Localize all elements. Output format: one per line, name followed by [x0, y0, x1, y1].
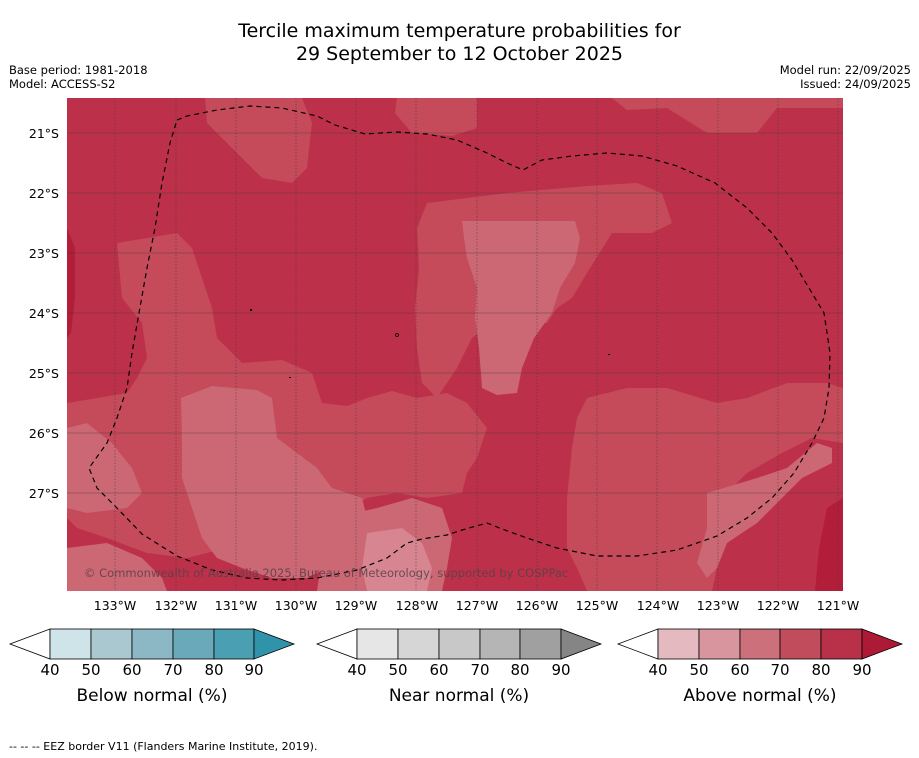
cb-swatch: [49, 628, 92, 660]
island-marker: [608, 354, 610, 355]
cb-tick: 80: [811, 661, 831, 679]
above-60-region: [181, 386, 367, 578]
cb-tick: 50: [81, 661, 101, 679]
issued-text: Issued: 24/09/2025: [800, 77, 911, 91]
cb-swatch: [657, 628, 700, 660]
cb-tick: 80: [510, 661, 530, 679]
above-60-region: [697, 443, 832, 578]
cb-tick: 60: [730, 661, 750, 679]
base-period-text: Base period: 1981-2018: [9, 63, 148, 77]
above-normal-title: Above normal (%): [683, 686, 837, 706]
probability-map: [67, 98, 843, 591]
cb-swatch: [397, 628, 440, 660]
lon-label: 130°W: [274, 598, 318, 613]
above-90-region: [67, 228, 75, 338]
lon-label: 128°W: [395, 598, 439, 613]
below-normal-title: Below normal (%): [76, 686, 228, 706]
lat-label: 26°S: [28, 426, 59, 441]
map-title: Tercile maximum temperature probabilitie…: [0, 20, 919, 66]
above-50-region: [362, 528, 432, 591]
title-line-1: Tercile maximum temperature probabilitie…: [238, 20, 681, 42]
cb-swatch: [779, 628, 822, 660]
cb-tick: 40: [40, 661, 60, 679]
above-70-region: [395, 98, 477, 136]
cb-swatch: [820, 628, 863, 660]
map-canvas: [67, 98, 843, 591]
lat-label: 27°S: [28, 486, 59, 501]
lon-label: 131°W: [214, 598, 258, 613]
above-70-region: [205, 98, 312, 183]
cb-swatch: [213, 628, 255, 660]
model-text: Model: ACCESS-S2: [9, 77, 116, 91]
cb-swatch: [356, 628, 399, 660]
lon-label: 133°W: [93, 598, 137, 613]
near-normal-colorbar: [315, 628, 603, 660]
cb-tick: 70: [163, 661, 183, 679]
lon-label: 126°W: [515, 598, 559, 613]
cb-tick: 90: [551, 661, 571, 679]
lon-label: 125°W: [575, 598, 619, 613]
eez-border: [88, 105, 831, 581]
cb-swatch: [861, 628, 904, 660]
lat-label: 25°S: [28, 366, 59, 381]
lon-label: 127°W: [455, 598, 499, 613]
above-90-region: [815, 498, 843, 591]
lon-label: 121°W: [816, 598, 860, 613]
above-normal-colorbar: [616, 628, 904, 660]
cb-swatch: [253, 628, 296, 660]
cb-swatch: [519, 628, 562, 660]
lat-label: 22°S: [28, 186, 59, 201]
cb-tick: 80: [204, 661, 224, 679]
lat-label: 24°S: [28, 306, 59, 321]
above-60-region: [67, 423, 142, 513]
lon-label: 129°W: [334, 598, 378, 613]
model-run-text: Model run: 22/09/2025: [779, 63, 911, 77]
cb-tick: 40: [347, 661, 367, 679]
cb-swatch: [560, 628, 603, 660]
lon-label: 122°W: [756, 598, 800, 613]
cb-swatch: [698, 628, 741, 660]
island-marker: [289, 377, 291, 378]
island-marker: [395, 333, 399, 337]
cb-swatch: [131, 628, 174, 660]
cb-swatch: [172, 628, 215, 660]
cb-tick: 60: [122, 661, 142, 679]
cb-swatch: [479, 628, 521, 660]
cb-tick: 70: [470, 661, 490, 679]
cb-swatch: [739, 628, 781, 660]
lat-label: 21°S: [28, 126, 59, 141]
above-60-region: [462, 221, 580, 395]
copyright-text: © Commonwealth of Australia 2025, Bureau…: [84, 566, 569, 580]
cb-tick: 40: [648, 661, 668, 679]
above-70-region: [67, 233, 487, 558]
above-60-region: [67, 543, 167, 591]
above-70-region: [567, 383, 843, 591]
cb-tick: 60: [429, 661, 449, 679]
eez-footnote: -- -- -- EEZ border V11 (Flanders Marine…: [9, 740, 318, 753]
cb-tick: 70: [770, 661, 790, 679]
below-normal-colorbar: [8, 628, 296, 660]
lon-label: 132°W: [154, 598, 198, 613]
cb-swatch: [438, 628, 481, 660]
island-marker: [250, 309, 252, 311]
title-line-2: 29 September to 12 October 2025: [295, 43, 624, 65]
left-metadata: Base period: 1981-2018 Model: ACCESS-S2: [9, 63, 148, 91]
lon-label: 124°W: [636, 598, 680, 613]
colorbars: [8, 628, 904, 660]
cb-tick: 50: [689, 661, 709, 679]
near-normal-title: Near normal (%): [388, 686, 530, 706]
lon-label: 123°W: [696, 598, 740, 613]
graticule: [114, 98, 839, 591]
cb-swatch: [90, 628, 133, 660]
cb-tick: 90: [852, 661, 872, 679]
cb-tick: 90: [244, 661, 264, 679]
cb-tick: 50: [388, 661, 408, 679]
right-metadata: Model run: 22/09/2025 Issued: 24/09/2025: [780, 63, 911, 91]
lat-label: 23°S: [28, 246, 59, 261]
above-70-region: [612, 98, 843, 133]
